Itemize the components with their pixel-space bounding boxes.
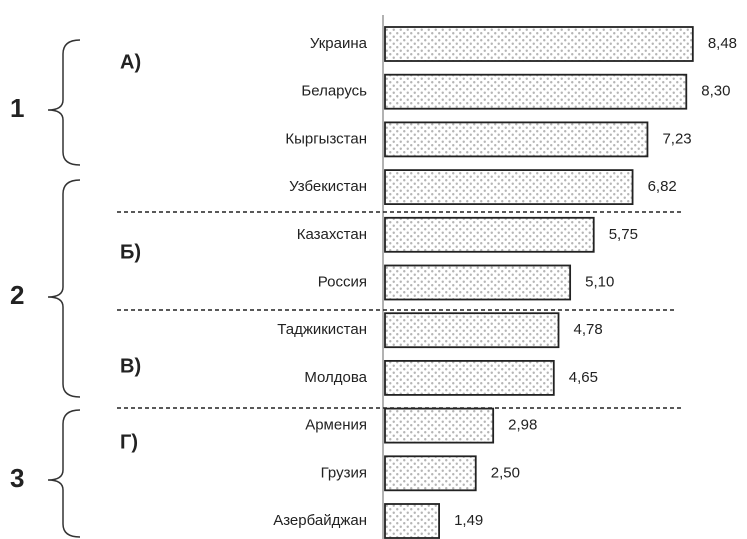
category-label: Армения	[305, 417, 367, 434]
bar	[384, 407, 495, 444]
value-label: 4,78	[574, 321, 603, 338]
category-label: Россия	[318, 273, 367, 290]
brace	[47, 39, 81, 166]
value-label: 5,10	[585, 273, 614, 290]
braces	[47, 39, 81, 538]
bar	[384, 264, 572, 301]
category-label: Грузия	[321, 464, 367, 481]
bar	[384, 26, 694, 62]
bar	[384, 359, 555, 396]
group-label: 3	[10, 463, 24, 493]
bar	[384, 503, 440, 539]
category-label: Азербайджан	[273, 512, 367, 529]
group-label: 1	[10, 93, 24, 123]
value-label: 8,30	[701, 83, 730, 100]
bar	[384, 455, 477, 492]
bar	[384, 169, 634, 206]
bar	[384, 73, 688, 110]
subgroup-label: Г)	[120, 431, 138, 453]
value-label: 7,23	[662, 130, 691, 147]
subgroup-label: Б)	[120, 241, 141, 263]
value-label: 2,50	[491, 464, 520, 481]
subgroup-label: А)	[120, 51, 141, 73]
category-label: Украина	[310, 35, 368, 52]
category-label: Узбекистан	[289, 178, 367, 195]
brace	[47, 179, 81, 398]
value-label: 8,48	[708, 35, 737, 52]
value-label: 5,75	[609, 226, 638, 243]
category-label: Беларусь	[301, 83, 367, 100]
value-label: 2,98	[508, 417, 537, 434]
value-label: 1,49	[454, 512, 483, 529]
value-label: 4,65	[569, 369, 598, 386]
group-label: 2	[10, 280, 24, 310]
value-label: 6,82	[648, 178, 677, 195]
brace	[47, 409, 81, 538]
subgroup-label: В)	[120, 355, 141, 377]
bar	[384, 216, 595, 253]
category-label: Казахстан	[297, 226, 367, 243]
category-label: Таджикистан	[277, 321, 367, 338]
category-label: Молдова	[304, 369, 367, 386]
bar	[384, 121, 649, 158]
category-label: Кыргызстан	[285, 130, 367, 147]
bar	[384, 312, 560, 349]
